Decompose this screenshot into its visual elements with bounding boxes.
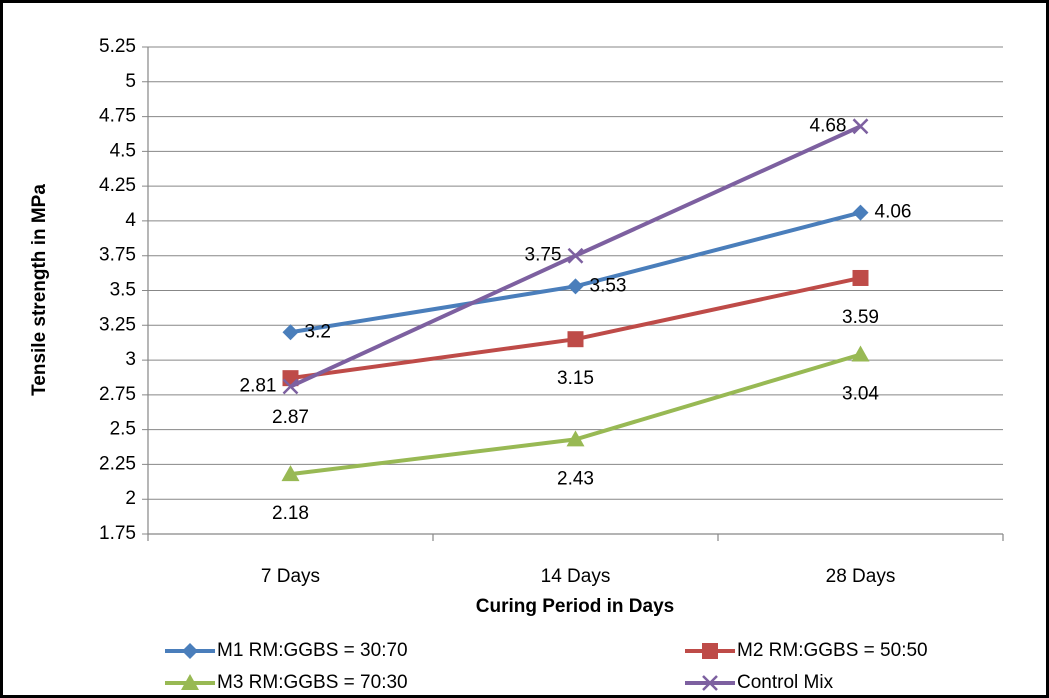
marker bbox=[852, 204, 869, 221]
x-tick-label: 28 Days bbox=[826, 566, 896, 587]
y-tick-label: 3.75 bbox=[99, 245, 136, 266]
marker bbox=[282, 324, 299, 341]
y-tick-label: 2.75 bbox=[99, 384, 136, 405]
data-label: 3.15 bbox=[557, 368, 594, 389]
marker bbox=[566, 430, 585, 447]
x-tick-label: 7 Days bbox=[261, 566, 320, 587]
legend-label: Control Mix bbox=[737, 672, 834, 693]
y-tick-label: 2.5 bbox=[110, 419, 136, 440]
y-axis-title: Tensile strength in MPa bbox=[29, 184, 50, 396]
y-tick-label: 4.75 bbox=[99, 106, 136, 127]
y-tick-label: 1.75 bbox=[99, 523, 136, 544]
x-axis-title: Curing Period in Days bbox=[476, 596, 674, 617]
y-tick-label: 4.5 bbox=[110, 140, 136, 161]
marker bbox=[851, 345, 870, 362]
y-tick-label: 5 bbox=[125, 71, 136, 92]
legend-label: M1 RM:GGBS = 30:70 bbox=[217, 640, 408, 661]
data-label: 3.2 bbox=[305, 321, 331, 342]
legend-label: M3 RM:GGBS = 70:30 bbox=[217, 672, 408, 693]
data-label: 2.43 bbox=[557, 468, 594, 489]
y-tick-label: 4.25 bbox=[99, 175, 136, 196]
y-tick-label: 5.25 bbox=[99, 36, 136, 57]
y-tick-label: 3.5 bbox=[110, 280, 136, 301]
y-tick-label: 2.25 bbox=[99, 453, 136, 474]
data-label: 4.06 bbox=[875, 202, 912, 223]
y-tick-label: 3 bbox=[125, 349, 136, 370]
data-label: 2.87 bbox=[272, 407, 309, 428]
data-label: 3.59 bbox=[842, 307, 879, 328]
legend-marker bbox=[182, 643, 198, 659]
data-label: 4.68 bbox=[810, 115, 847, 136]
legend-marker bbox=[181, 674, 199, 690]
y-tick-label: 3.25 bbox=[99, 314, 136, 335]
x-tick-label: 14 Days bbox=[541, 566, 611, 587]
legend-marker bbox=[702, 643, 718, 659]
marker bbox=[281, 465, 300, 482]
data-label: 2.18 bbox=[272, 503, 309, 524]
data-label: 2.81 bbox=[240, 376, 277, 397]
legend-label: M2 RM:GGBS = 50:50 bbox=[737, 640, 928, 661]
legend-marker bbox=[702, 675, 718, 691]
marker bbox=[282, 378, 299, 395]
marker bbox=[567, 331, 584, 348]
data-label: 3.04 bbox=[842, 384, 879, 405]
marker bbox=[852, 118, 869, 135]
y-tick-label: 4 bbox=[125, 210, 136, 231]
y-tick-label: 2 bbox=[125, 488, 136, 509]
marker bbox=[567, 247, 584, 264]
marker bbox=[567, 278, 584, 295]
marker bbox=[852, 269, 869, 286]
data-label: 3.75 bbox=[525, 245, 562, 266]
data-label: 3.53 bbox=[590, 275, 627, 296]
